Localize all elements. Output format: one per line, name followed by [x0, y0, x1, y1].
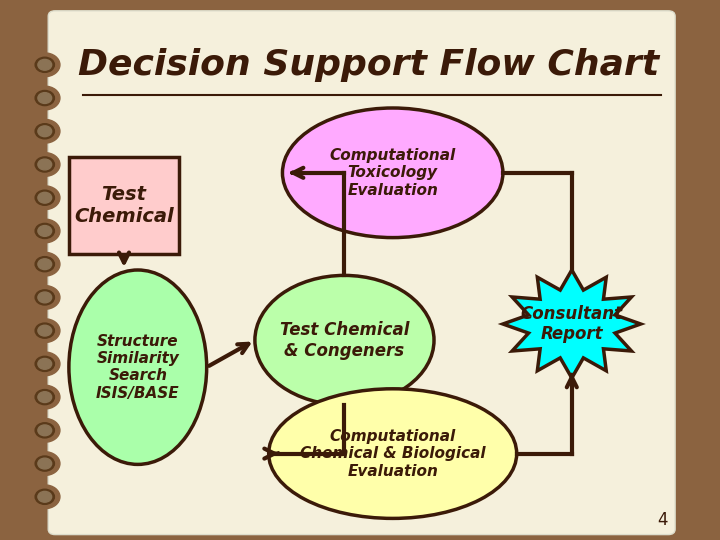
Circle shape [38, 292, 52, 303]
Polygon shape [503, 270, 641, 378]
Circle shape [35, 124, 55, 139]
FancyBboxPatch shape [69, 157, 179, 254]
Text: Decision Support Flow Chart: Decision Support Flow Chart [78, 48, 659, 82]
Text: Test Chemical
& Congeners: Test Chemical & Congeners [279, 321, 409, 360]
Circle shape [35, 423, 55, 438]
Circle shape [38, 458, 52, 469]
Circle shape [30, 186, 60, 210]
Circle shape [30, 451, 60, 475]
Circle shape [35, 323, 55, 338]
Circle shape [35, 57, 55, 72]
Ellipse shape [255, 275, 434, 405]
Circle shape [35, 190, 55, 205]
Circle shape [30, 286, 60, 309]
Circle shape [38, 226, 52, 237]
Circle shape [30, 86, 60, 110]
Text: Computational
Toxicology
Evaluation: Computational Toxicology Evaluation [330, 148, 456, 198]
Circle shape [35, 456, 55, 471]
Circle shape [30, 385, 60, 409]
Circle shape [30, 352, 60, 376]
Text: Computational
Chemical & Biological
Evaluation: Computational Chemical & Biological Eval… [300, 429, 485, 478]
Ellipse shape [269, 389, 517, 518]
Ellipse shape [282, 108, 503, 238]
Circle shape [38, 259, 52, 269]
Circle shape [38, 491, 52, 502]
Circle shape [35, 290, 55, 305]
Circle shape [35, 256, 55, 272]
Circle shape [38, 325, 52, 336]
Circle shape [30, 219, 60, 243]
Circle shape [35, 224, 55, 239]
Circle shape [38, 192, 52, 203]
Circle shape [35, 489, 55, 504]
Circle shape [35, 91, 55, 106]
Circle shape [38, 159, 52, 170]
Circle shape [38, 359, 52, 369]
Text: Test
Chemical: Test Chemical [74, 185, 174, 226]
FancyBboxPatch shape [48, 11, 675, 535]
Circle shape [38, 59, 52, 70]
Circle shape [30, 319, 60, 342]
Text: Consultant
Report: Consultant Report [521, 305, 623, 343]
Text: Structure
Similarity
Search
ISIS/BASE: Structure Similarity Search ISIS/BASE [96, 334, 179, 401]
Text: 4: 4 [658, 511, 668, 529]
Circle shape [30, 485, 60, 509]
Circle shape [38, 93, 52, 104]
Circle shape [30, 418, 60, 442]
Circle shape [38, 392, 52, 402]
Ellipse shape [69, 270, 207, 464]
Circle shape [35, 389, 55, 404]
Circle shape [30, 153, 60, 177]
Circle shape [38, 425, 52, 436]
Circle shape [30, 252, 60, 276]
Circle shape [35, 356, 55, 372]
Circle shape [30, 53, 60, 77]
Circle shape [35, 157, 55, 172]
Circle shape [38, 126, 52, 137]
Circle shape [30, 119, 60, 143]
